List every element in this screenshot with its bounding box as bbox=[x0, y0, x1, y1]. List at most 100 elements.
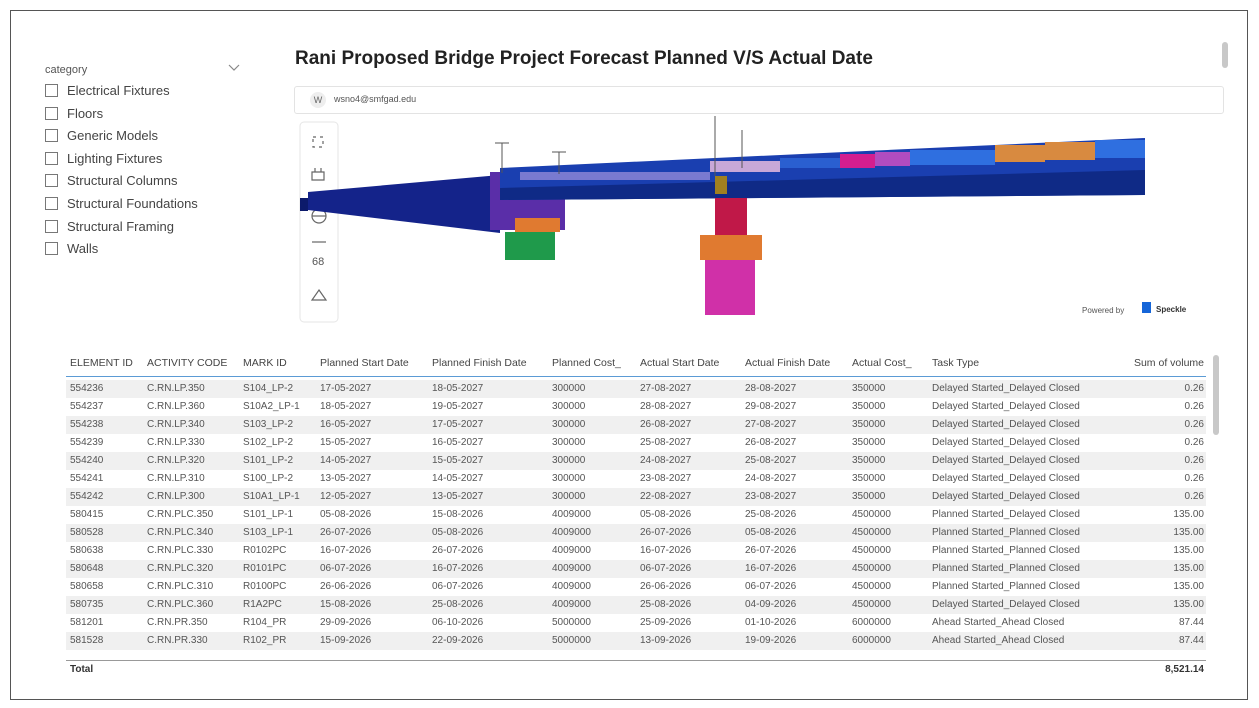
checkbox[interactable] bbox=[45, 84, 58, 97]
table-cell: 6000000 bbox=[852, 635, 891, 646]
table-cell: 350000 bbox=[852, 383, 886, 394]
table-cell: 4500000 bbox=[852, 599, 891, 610]
slicer-option[interactable]: Generic Models bbox=[45, 128, 158, 143]
table-scrollbar[interactable] bbox=[1213, 355, 1219, 435]
table-cell: 5000000 bbox=[552, 635, 591, 646]
checkbox[interactable] bbox=[45, 219, 58, 233]
column-header[interactable]: Actual Start Date bbox=[640, 357, 720, 369]
checkbox[interactable] bbox=[45, 151, 58, 165]
table-cell: Delayed Started_Delayed Closed bbox=[932, 401, 1080, 412]
table-cell: 16-07-2026 bbox=[745, 563, 797, 574]
table-cell: 15-05-2027 bbox=[432, 455, 484, 466]
table-cell: R1A2PC bbox=[243, 599, 282, 610]
table-cell: 26-07-2026 bbox=[320, 527, 372, 538]
table-cell: 16-07-2026 bbox=[432, 563, 484, 574]
column-header[interactable]: Actual Finish Date bbox=[745, 357, 831, 369]
table-cell: R104_PR bbox=[243, 617, 287, 628]
table-cell: 135.00 bbox=[1173, 509, 1204, 520]
table-cell: 22-09-2026 bbox=[432, 635, 484, 646]
table-cell: 26-07-2026 bbox=[640, 527, 692, 538]
table-cell: 6000000 bbox=[852, 617, 891, 628]
table-cell: 554238 bbox=[70, 419, 104, 430]
table-cell: C.RN.LP.320 bbox=[147, 455, 205, 466]
table-cell: 0.26 bbox=[1184, 419, 1204, 430]
slicer-option[interactable]: Structural Foundations bbox=[45, 196, 198, 211]
table-cell: 01-10-2026 bbox=[745, 617, 797, 628]
table-cell: 580735 bbox=[70, 599, 104, 610]
table-cell: C.RN.PLC.350 bbox=[147, 509, 214, 520]
checkbox[interactable] bbox=[45, 242, 58, 256]
slicer-option[interactable]: Floors bbox=[45, 106, 103, 121]
option-label: Generic Models bbox=[67, 128, 159, 144]
table-cell: 135.00 bbox=[1173, 527, 1204, 538]
slicer-option[interactable]: Electrical Fixtures bbox=[45, 83, 170, 98]
page-scrollbar[interactable] bbox=[1222, 42, 1228, 68]
table-cell: 580415 bbox=[70, 509, 104, 520]
table-cell: Delayed Started_Delayed Closed bbox=[932, 473, 1080, 484]
table-cell: 87.44 bbox=[1178, 635, 1204, 646]
table-cell: 300000 bbox=[552, 419, 586, 430]
column-header[interactable]: Task Type bbox=[932, 357, 980, 369]
slicer-option[interactable]: Walls bbox=[45, 241, 98, 256]
table-cell: 25-09-2026 bbox=[640, 617, 692, 628]
table-cell: 4009000 bbox=[552, 581, 591, 592]
user-email: wsno4@smfgad.edu bbox=[334, 94, 417, 104]
table-cell: 23-08-2027 bbox=[745, 491, 797, 502]
viewer-topbar bbox=[294, 86, 1224, 114]
option-label: Lighting Fixtures bbox=[67, 150, 163, 166]
table-cell: C.RN.LP.340 bbox=[147, 419, 205, 430]
column-header[interactable]: Actual Cost_ bbox=[852, 357, 912, 369]
report-frame bbox=[10, 10, 1248, 700]
table-cell: 06-10-2026 bbox=[432, 617, 484, 628]
table-cell: C.RN.LP.360 bbox=[147, 401, 205, 412]
table-cell: 4500000 bbox=[852, 581, 891, 592]
column-header[interactable]: Planned Cost_ bbox=[552, 357, 621, 369]
column-header[interactable]: ELEMENT ID bbox=[70, 357, 133, 369]
table-cell: 350000 bbox=[852, 491, 886, 502]
table-cell: 4009000 bbox=[552, 599, 591, 610]
table-cell: Ahead Started_Ahead Closed bbox=[932, 635, 1065, 646]
table-cell: 06-07-2026 bbox=[320, 563, 372, 574]
table-cell: 0.26 bbox=[1184, 491, 1204, 502]
bridge-model: 68 bbox=[299, 116, 1145, 323]
table-cell: 06-07-2026 bbox=[640, 563, 692, 574]
checkbox[interactable] bbox=[45, 197, 58, 210]
checkbox[interactable] bbox=[45, 129, 58, 143]
slicer-title: category bbox=[45, 64, 88, 76]
table-cell: C.RN.PR.330 bbox=[147, 635, 208, 646]
column-header[interactable]: ACTIVITY CODE bbox=[147, 357, 228, 369]
table-cell: Planned Started_Delayed Closed bbox=[932, 509, 1080, 520]
table-cell: 19-05-2027 bbox=[432, 401, 484, 412]
column-header[interactable]: Sum of volume bbox=[1133, 357, 1204, 369]
table-cell: 300000 bbox=[552, 491, 586, 502]
table-cell: Planned Started_Planned Closed bbox=[932, 545, 1080, 556]
slicer-option[interactable]: Structural Columns bbox=[45, 173, 178, 188]
table-cell: 4009000 bbox=[552, 563, 591, 574]
checkbox[interactable] bbox=[45, 174, 58, 188]
column-header[interactable]: Planned Start Date bbox=[320, 357, 409, 369]
table-cell: S104_LP-2 bbox=[243, 383, 294, 394]
row-stripe bbox=[66, 380, 1206, 398]
table-cell: 5000000 bbox=[552, 617, 591, 628]
table-cell: 300000 bbox=[552, 455, 586, 466]
slicer-chevron[interactable] bbox=[228, 64, 240, 72]
table-cell: 04-09-2026 bbox=[745, 599, 797, 610]
table-cell: 29-09-2026 bbox=[320, 617, 372, 628]
table-cell: 05-08-2026 bbox=[432, 527, 484, 538]
checkbox[interactable] bbox=[45, 106, 58, 120]
table-cell: 554239 bbox=[70, 437, 104, 448]
column-header[interactable]: MARK ID bbox=[243, 357, 287, 369]
total-value: 8,521.14 bbox=[1165, 664, 1204, 675]
table-cell: 26-06-2026 bbox=[640, 581, 692, 592]
table-cell: 29-08-2027 bbox=[745, 401, 797, 412]
table-cell: 300000 bbox=[552, 437, 586, 448]
table-cell: Delayed Started_Delayed Closed bbox=[932, 437, 1080, 448]
slicer-option[interactable]: Lighting Fixtures bbox=[45, 151, 162, 166]
table-cell: 12-05-2027 bbox=[320, 491, 372, 502]
table-cell: 350000 bbox=[852, 437, 886, 448]
table-cell: 0.26 bbox=[1184, 455, 1204, 466]
column-header[interactable]: Planned Finish Date bbox=[432, 357, 527, 369]
table-cell: 22-08-2027 bbox=[640, 491, 692, 502]
option-label: Electrical Fixtures bbox=[67, 83, 170, 98]
slicer-option[interactable]: Structural Framing bbox=[45, 219, 174, 234]
